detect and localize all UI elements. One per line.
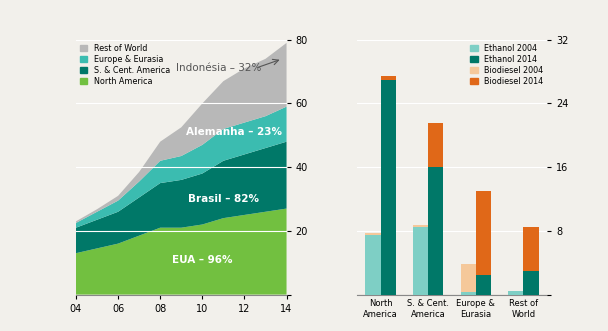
Bar [460,264,475,292]
Bar [381,79,396,295]
Bar [365,235,381,295]
Legend: Ethanol 2004, Ethanol 2014, Biodiesel 2004, Biodiesel 2014: Ethanol 2004, Ethanol 2014, Biodiesel 20… [469,42,545,87]
Text: Alemanha – 23%: Alemanha – 23% [186,127,282,137]
Bar [413,225,428,227]
Bar [508,291,523,295]
Bar [381,75,396,79]
Bar [523,227,539,271]
Bar [428,123,443,167]
Text: Indonésia – 32%: Indonésia – 32% [176,64,262,73]
Text: Brasil – 82%: Brasil – 82% [188,194,259,204]
Legend: Rest of World, Europe & Eurasia, S. & Cent. America, North America: Rest of World, Europe & Eurasia, S. & Ce… [78,42,171,87]
Bar [365,233,381,235]
Bar [460,292,475,295]
Bar [428,167,443,295]
Bar [475,191,491,275]
Bar [523,271,539,295]
Bar [413,227,428,295]
Text: EUA – 96%: EUA – 96% [172,255,233,264]
Bar [475,275,491,295]
